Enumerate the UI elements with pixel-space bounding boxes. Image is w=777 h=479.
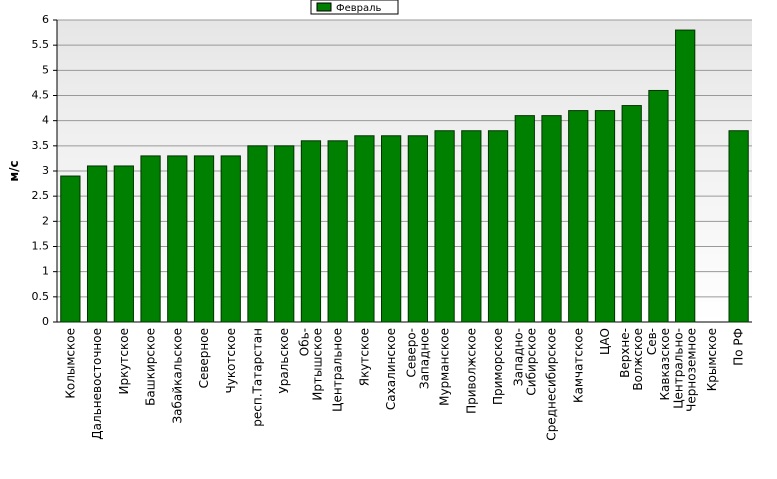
x-tick-label: Уральское — [277, 328, 291, 394]
bar — [407, 135, 428, 323]
legend — [310, 0, 399, 15]
y-tick-label: 1 — [42, 265, 49, 278]
y-tick-label: 5 — [42, 63, 49, 76]
bar — [354, 135, 375, 323]
x-tick-label: Колымское — [63, 328, 77, 399]
y-tick-label: 4 — [42, 114, 49, 127]
y-tick-label: 2.5 — [32, 189, 50, 202]
y-tick-label: 5.5 — [32, 38, 50, 51]
x-tick-label: Чукотское — [223, 328, 237, 393]
bar — [648, 89, 669, 323]
bar — [434, 130, 455, 323]
y-tick-label: 0 — [42, 315, 49, 328]
bar — [274, 145, 295, 323]
x-tick-label: Центрально-Черноземное — [671, 328, 698, 412]
bar — [247, 145, 268, 323]
bar — [594, 110, 616, 323]
legend-label: Февраль — [336, 3, 382, 14]
bar — [60, 175, 81, 323]
x-tick-label: Центральное — [330, 328, 344, 412]
x-tick-label: ЦАО — [597, 328, 611, 355]
x-tick-label: Обь-Иртышское — [297, 328, 324, 401]
bar — [300, 140, 322, 323]
bar — [113, 165, 134, 323]
x-tick-label: Мурманское — [437, 328, 451, 406]
bar — [86, 165, 108, 323]
bar — [541, 115, 562, 323]
bar — [220, 155, 241, 323]
y-axis-label: м/с — [7, 160, 21, 181]
y-tick-label: 2 — [42, 214, 49, 227]
x-tick-label: Сев-Кавказское — [644, 328, 671, 401]
x-tick-label: Крымское — [704, 328, 718, 391]
x-tick-label: Среднесибирское — [544, 328, 558, 441]
bar — [568, 110, 589, 323]
x-tick-label: респ.Татарстан — [250, 328, 264, 427]
bar — [487, 130, 509, 323]
y-tick-label: 6 — [42, 13, 49, 26]
x-tick-label: Башкирское — [143, 328, 157, 406]
bar — [621, 105, 642, 323]
x-tick-label: Сахалинское — [384, 328, 398, 410]
x-tick-label: Дальневосточное — [90, 328, 104, 440]
x-tick-label: Приволжское — [464, 328, 478, 414]
y-tick-label: 4.5 — [32, 89, 50, 102]
y-tick-label: 1.5 — [32, 240, 50, 253]
bar — [728, 130, 749, 323]
x-tick-label: Верхне-Волжское — [618, 328, 645, 391]
x-tick-label: По РФ — [731, 328, 745, 366]
bar — [327, 140, 348, 323]
bar — [514, 115, 535, 323]
x-tick-label: Камчатское — [571, 328, 585, 403]
y-tick-label: 0.5 — [32, 290, 50, 303]
y-tick-label: 3 — [42, 164, 49, 177]
y-tick-label: 3.5 — [32, 139, 50, 152]
x-tick-label: Северное — [197, 328, 211, 388]
bar — [193, 155, 215, 323]
bar — [461, 130, 482, 323]
x-tick-label: Забайкальское — [170, 328, 184, 424]
legend-swatch — [316, 2, 332, 12]
x-tick-label: Иркутское — [116, 328, 130, 395]
bar — [140, 155, 161, 323]
x-tick-label: Якутское — [357, 328, 371, 386]
bar — [167, 155, 188, 323]
bar — [381, 135, 402, 323]
bar — [675, 29, 696, 323]
x-tick-label: Западно-Сибирское — [511, 328, 538, 396]
x-tick-label: Приморское — [491, 328, 505, 405]
x-tick-label: Северо-Западное — [404, 328, 431, 389]
